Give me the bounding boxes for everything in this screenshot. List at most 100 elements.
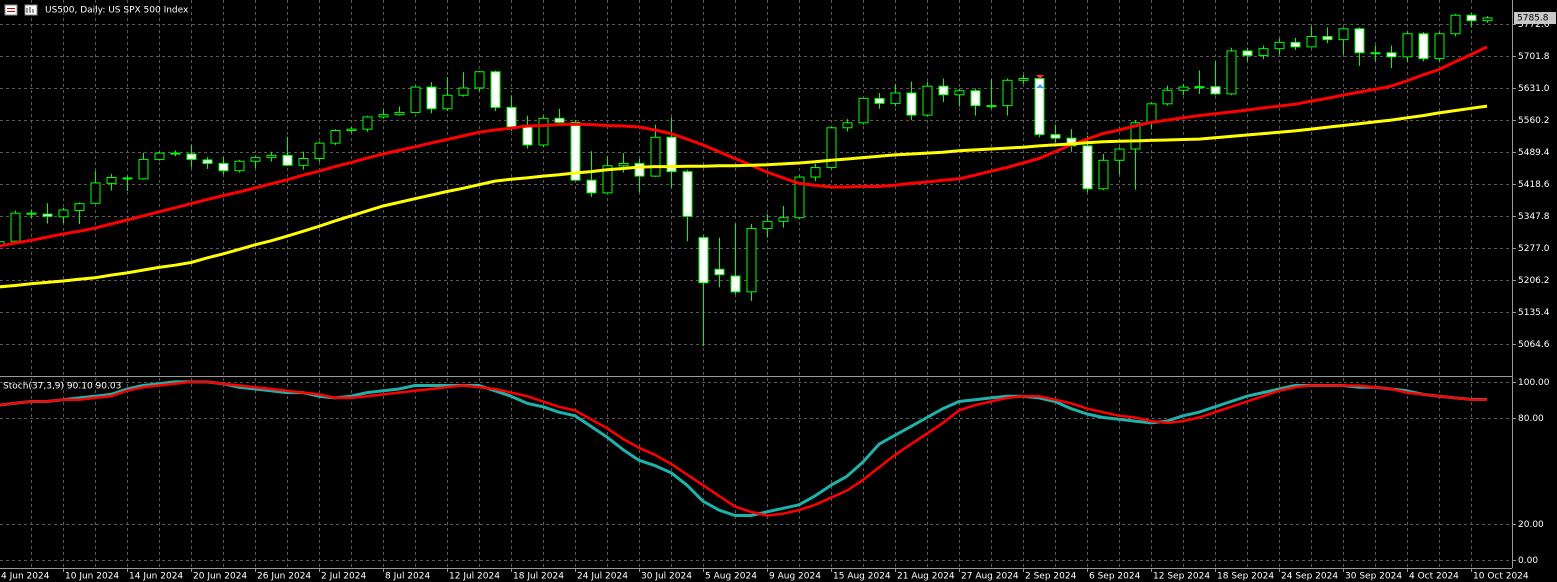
- candle-body: [986, 105, 997, 108]
- candle-body: [1402, 33, 1413, 58]
- x-tick-label: 8 Jul 2024: [385, 572, 430, 582]
- indicator-line: [0, 380, 1488, 517]
- y-tick-label: 5064.6: [1518, 340, 1550, 350]
- candle-body: [154, 152, 165, 160]
- candle-body: [906, 92, 917, 116]
- candle-body: [1386, 52, 1397, 58]
- candle-body: [394, 111, 405, 116]
- icon: [4, 4, 18, 16]
- candle-body: [362, 116, 373, 130]
- price-tag: [1514, 12, 1556, 25]
- chart-title: US500, Daily: US SPX 500 Index: [45, 6, 189, 16]
- candle-body: [730, 275, 741, 293]
- candle-body: [1242, 50, 1253, 56]
- x-tick-label: 26 Jun 2024: [257, 572, 311, 582]
- candle-body: [234, 160, 245, 172]
- candle-body: [1274, 41, 1285, 50]
- candle-body: [1034, 78, 1045, 136]
- candle-body: [346, 128, 357, 131]
- x-tick-label: 6 Sep 2024: [1089, 572, 1141, 582]
- candle-body: [1290, 41, 1301, 48]
- candle-body: [970, 90, 981, 107]
- candle-body: [858, 97, 869, 124]
- candle-body: [1194, 86, 1205, 89]
- x-tick-label: 14 Jun 2024: [129, 572, 183, 582]
- candle-body: [250, 157, 261, 162]
- x-tick-label: 18 Sep 2024: [1217, 572, 1274, 582]
- candle-body: [410, 86, 421, 113]
- y-tick-label: 100.00: [1518, 378, 1550, 388]
- y-tick-label: 5701.8: [1518, 52, 1550, 62]
- candle-body: [474, 71, 485, 89]
- candle-body: [1130, 122, 1141, 150]
- candle-body: [810, 167, 821, 178]
- x-tick-label: 10 Jun 2024: [65, 572, 119, 582]
- candle-body: [778, 217, 789, 222]
- candle-body: [90, 182, 101, 204]
- candle-body: [554, 117, 565, 123]
- icon: [7, 8, 15, 9]
- x-tick-label: 9 Aug 2024: [769, 572, 821, 582]
- candle-body: [1418, 33, 1429, 60]
- candle-body: [282, 154, 293, 166]
- x-tick-label: 12 Sep 2024: [1153, 572, 1210, 582]
- candle-body: [1354, 28, 1365, 54]
- candle-body: [74, 203, 85, 211]
- icon: [24, 4, 38, 16]
- candle-body: [874, 97, 885, 104]
- candle-body: [1338, 28, 1349, 41]
- candle-body: [762, 220, 773, 230]
- x-tick-label: 30 Sep 2024: [1345, 572, 1402, 582]
- candle-body: [218, 162, 229, 172]
- candle-body: [138, 158, 149, 180]
- candle-body: [10, 212, 21, 242]
- candle-body: [826, 127, 837, 169]
- x-tick-label: 2 Jul 2024: [321, 572, 366, 582]
- candle-body: [1226, 50, 1237, 95]
- x-tick-label: 30 Jul 2024: [641, 572, 692, 582]
- candle-body: [714, 268, 725, 276]
- candle-body: [586, 179, 597, 194]
- candle-body: [170, 152, 181, 155]
- x-tick-label: 15 Aug 2024: [833, 572, 891, 582]
- candle-body: [186, 153, 197, 160]
- y-tick-label: 5772.6: [1518, 20, 1550, 30]
- x-tick-label: 10 Oct 2024: [1473, 572, 1529, 582]
- icon: [7, 11, 15, 12]
- x-tick-label: 21 Aug 2024: [897, 572, 955, 582]
- candle-body: [202, 159, 213, 164]
- icon: [26, 7, 34, 13]
- x-tick-label: 12 Jul 2024: [449, 572, 500, 582]
- candle-body: [266, 154, 277, 159]
- candle-body: [26, 212, 37, 215]
- vertical-grid: [31, 0, 1472, 568]
- x-tick-label: 24 Sep 2024: [1281, 572, 1338, 582]
- candle-body: [378, 114, 389, 118]
- y-tick-label: 20.00: [1518, 520, 1544, 530]
- buy-arrow: [1036, 84, 1044, 88]
- candle-body: [1114, 148, 1125, 161]
- indicator-line: [0, 104, 1488, 289]
- candle-body: [490, 71, 501, 108]
- candle-body: [1322, 35, 1333, 41]
- candle-body: [538, 117, 549, 146]
- x-tick-label: 18 Jul 2024: [513, 572, 564, 582]
- price-tag-label: 5785.8: [1517, 14, 1549, 24]
- candle-body: [58, 209, 69, 218]
- candle-body: [1098, 159, 1109, 190]
- x-tick-label: 27 Aug 2024: [961, 572, 1019, 582]
- y-tick-label: 5347.8: [1518, 212, 1550, 222]
- candle-body: [298, 158, 309, 166]
- indicator-title: Stoch(37,3,9) 90.10 90.03: [3, 382, 121, 392]
- candle-body: [650, 136, 661, 177]
- candle-body: [442, 94, 453, 110]
- candle-body: [922, 85, 933, 116]
- candle-body: [1050, 134, 1061, 139]
- indicator-line: [0, 45, 1488, 248]
- candle-body: [1466, 14, 1477, 22]
- candle-body: [602, 165, 613, 194]
- candle-body: [1450, 14, 1461, 35]
- candle-body: [522, 126, 533, 146]
